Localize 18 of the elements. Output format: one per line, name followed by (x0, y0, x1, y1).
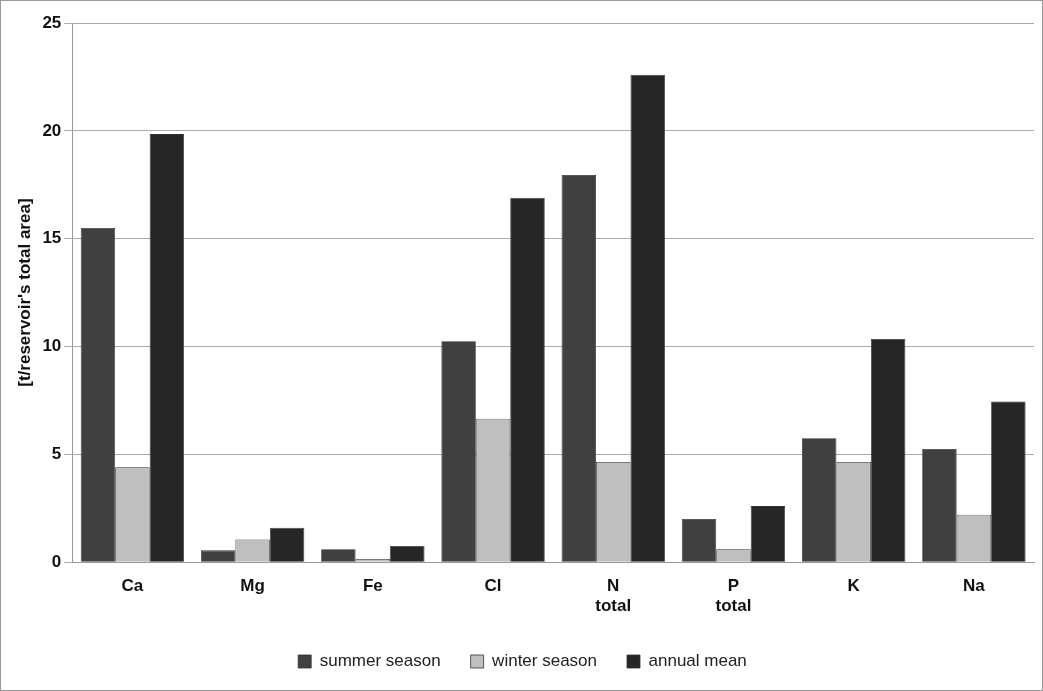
x-tick-label: Fe (362, 576, 383, 596)
legend-label: annual mean (648, 651, 747, 671)
y-tick-label: 15 (42, 228, 62, 248)
y-tick-label: 0 (51, 551, 62, 571)
y-tick-label: 20 (42, 120, 62, 140)
y-tick-label: 25 (42, 12, 62, 32)
y-axis-title: [t/reservoir's total area] (14, 198, 34, 387)
x-tick-label: Cl (484, 576, 502, 596)
x-tick-label: Mg (240, 576, 265, 596)
x-tick-label: Ca (121, 576, 144, 596)
y-tick-label: 10 (42, 336, 62, 356)
legend-label: summer season (319, 651, 441, 671)
y-tick-label: 5 (51, 444, 62, 464)
x-tick-label: N total (595, 576, 632, 616)
x-tick-label: P total (715, 576, 752, 616)
legend-label: winter season (491, 651, 598, 671)
x-tick-label: Na (963, 576, 986, 596)
x-tick-label: K (847, 576, 861, 596)
